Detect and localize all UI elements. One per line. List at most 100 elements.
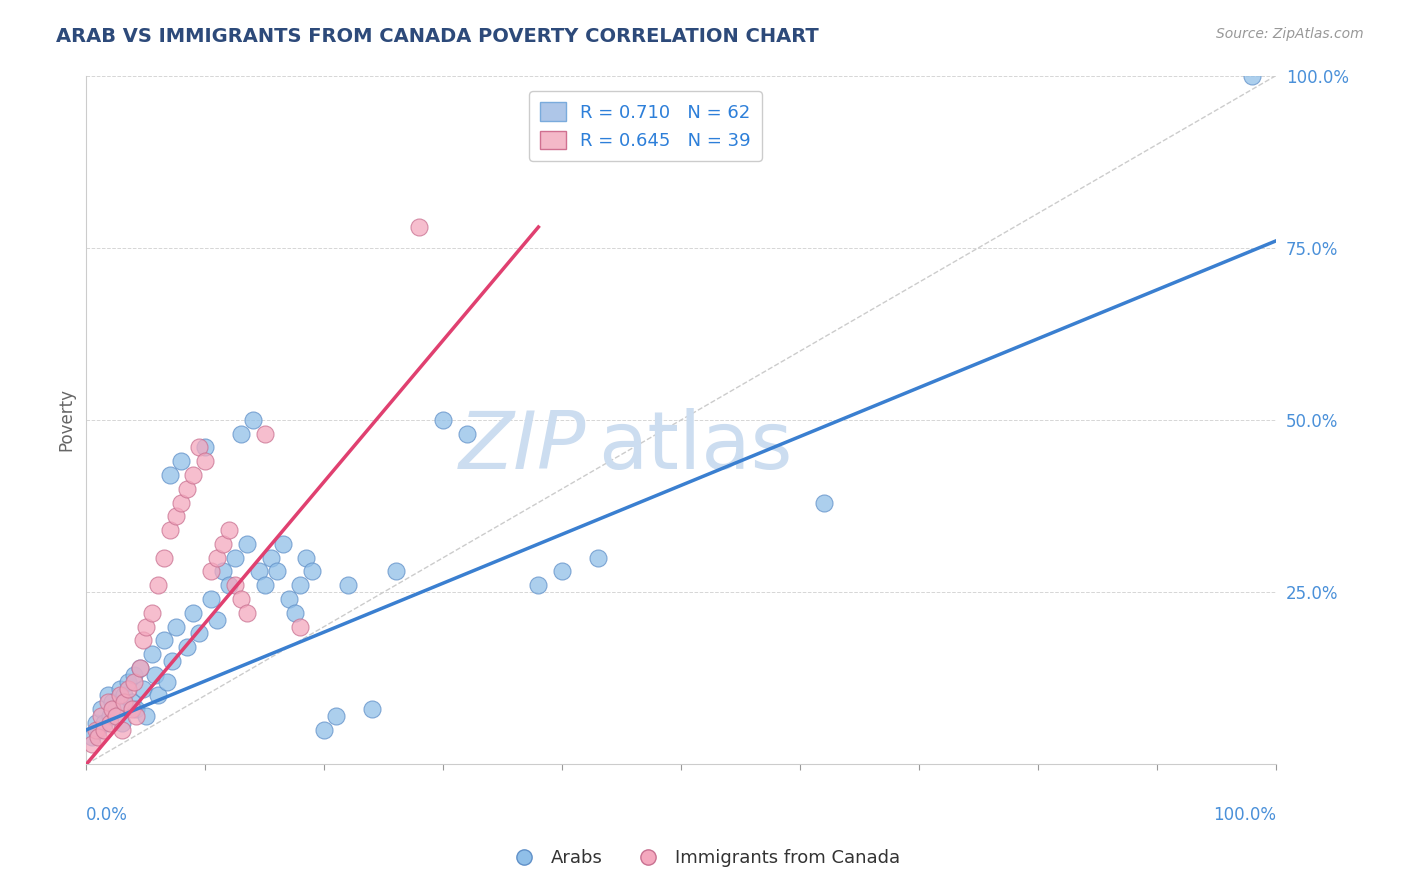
Point (84, 715, 107, 730)
Point (266, 565, 288, 579)
Point (97, 695, 120, 709)
Text: ZIP: ZIP (458, 409, 586, 486)
Point (143, 667, 166, 681)
Point (229, 591, 252, 606)
Point (236, 537, 259, 551)
Point (132, 681, 155, 696)
Point (98, 709, 121, 723)
Point (218, 578, 240, 592)
Point (314, 723, 336, 737)
Point (408, 220, 430, 235)
Point (121, 695, 143, 709)
Point (271, 537, 294, 551)
Point (527, 578, 550, 592)
Point (260, 550, 283, 565)
Point (90, 709, 112, 723)
Point (84, 723, 107, 737)
Point (200, 565, 222, 579)
Point (456, 426, 478, 441)
Point (337, 578, 360, 592)
Point (432, 413, 454, 427)
Point (117, 674, 139, 689)
Point (183, 468, 205, 483)
Point (111, 723, 134, 737)
Point (101, 695, 124, 709)
Point (87, 723, 110, 737)
Point (176, 482, 198, 496)
Point (205, 550, 228, 565)
Point (111, 715, 134, 730)
Point (290, 578, 312, 592)
Point (82, 730, 104, 744)
Point (82, 737, 104, 751)
Point (551, 565, 574, 579)
Point (236, 606, 259, 620)
Point (295, 550, 318, 565)
Point (93, 723, 115, 737)
Point (188, 626, 211, 640)
Point (205, 613, 228, 627)
Point (176, 640, 198, 655)
Point (194, 454, 217, 468)
Point (242, 413, 264, 427)
Point (112, 695, 135, 709)
Point (121, 702, 143, 716)
Text: atlas: atlas (598, 409, 793, 486)
Point (218, 523, 240, 537)
Point (135, 709, 157, 723)
Text: Source: ZipAtlas.com: Source: ZipAtlas.com (1216, 27, 1364, 41)
Point (125, 709, 148, 723)
Point (160, 654, 183, 668)
Point (117, 681, 139, 696)
Point (146, 689, 169, 703)
Point (128, 661, 150, 675)
Point (159, 468, 181, 483)
Point (253, 578, 276, 592)
Point (156, 674, 179, 689)
Point (108, 681, 131, 696)
Point (105, 702, 128, 716)
Point (132, 633, 155, 648)
Point (360, 702, 382, 716)
Point (108, 689, 131, 703)
Point (183, 606, 205, 620)
Point (125, 702, 148, 716)
Point (122, 667, 145, 681)
Point (105, 709, 128, 723)
Point (135, 619, 157, 633)
Text: 0.0%: 0.0% (86, 805, 128, 823)
Point (170, 454, 193, 468)
Point (813, 495, 835, 509)
Point (122, 674, 145, 689)
Text: ARAB VS IMMIGRANTS FROM CANADA POVERTY CORRELATION CHART: ARAB VS IMMIGRANTS FROM CANADA POVERTY C… (56, 27, 818, 45)
Point (152, 550, 174, 565)
Point (224, 550, 246, 565)
Point (152, 633, 174, 648)
Point (141, 647, 163, 661)
Point (224, 578, 246, 592)
Point (283, 606, 305, 620)
Point (301, 565, 323, 579)
Point (188, 441, 211, 455)
Point (101, 702, 124, 716)
Point (212, 537, 235, 551)
Point (253, 426, 276, 441)
Point (93, 715, 115, 730)
Point (200, 591, 222, 606)
Point (1241, 69, 1264, 83)
Text: 100.0%: 100.0% (1213, 805, 1277, 823)
Point (194, 441, 217, 455)
Point (325, 709, 347, 723)
Point (98, 715, 121, 730)
Legend: R = 0.710   N = 62, R = 0.645   N = 39: R = 0.710 N = 62, R = 0.645 N = 39 (530, 92, 762, 161)
Point (97, 689, 120, 703)
Point (146, 578, 169, 592)
Point (170, 495, 193, 509)
Point (141, 606, 163, 620)
Y-axis label: Poverty: Poverty (58, 388, 75, 451)
Point (165, 619, 187, 633)
Point (165, 509, 187, 524)
Point (128, 661, 150, 675)
Point (112, 689, 135, 703)
Legend: Arabs, Immigrants from Canada: Arabs, Immigrants from Canada (499, 842, 907, 874)
